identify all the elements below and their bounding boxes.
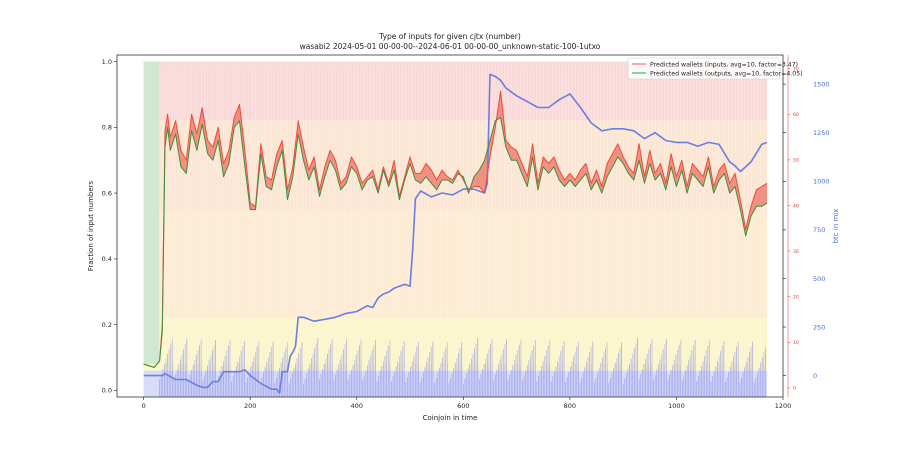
series-gap-fill xyxy=(143,91,768,368)
y2-tick-label: 1500 xyxy=(813,80,830,88)
y3-tick-label: 60 xyxy=(793,112,799,118)
x-tick-label: 0 xyxy=(142,402,146,410)
x-tick-label: 600 xyxy=(457,402,469,410)
x-axis-label: Coinjoin in time xyxy=(423,414,478,422)
y3-tick-label: 50 xyxy=(793,158,799,164)
y2-tick-label: 1000 xyxy=(813,178,830,186)
y3-tick-label: 20 xyxy=(793,294,799,300)
y-tick-label: 0.6 xyxy=(102,189,112,197)
band-start-green xyxy=(143,61,160,365)
y3-tick-label: 10 xyxy=(793,340,799,346)
x-axis-ticks: 0 200 400 600 800 1000 1200 xyxy=(142,397,792,410)
x-tick-label: 200 xyxy=(244,402,256,410)
y3-tick-label: 70 xyxy=(793,66,799,72)
y2-axis-label: btc in mix xyxy=(832,209,840,244)
x-tick-label: 1000 xyxy=(668,402,685,410)
x-tick-label: 400 xyxy=(351,402,363,410)
y2-tick-label: 0 xyxy=(813,372,817,380)
y2-tick-label: 250 xyxy=(813,323,825,331)
y-tick-label: 0.8 xyxy=(102,124,112,132)
y2-tick-label: 1250 xyxy=(813,129,830,137)
x-tick-label: 1200 xyxy=(775,402,792,410)
y-tick-label: 0.0 xyxy=(102,387,112,395)
series-line-inputs xyxy=(143,90,768,368)
band-yellow xyxy=(143,318,768,371)
band-peach xyxy=(143,209,768,319)
y2-tick-label: 500 xyxy=(813,275,825,283)
legend-label-inputs: Predicted wallets (inputs, avg=10, facto… xyxy=(650,62,798,69)
x-tick-label: 800 xyxy=(564,402,576,410)
y-tick-label: 1.0 xyxy=(102,58,112,66)
plot-frame xyxy=(116,54,784,398)
y-tick-label: 0.4 xyxy=(102,255,112,263)
chart-title: Type of inputs for given cjtx (number) xyxy=(378,32,521,41)
y-tick-label: 0.2 xyxy=(102,321,112,329)
y2-axis-ticks: 0 250 500 750 1000 1250 1500 xyxy=(783,80,830,380)
y2-tick-label: 750 xyxy=(813,226,825,234)
y-axis-ticks: 0.0 0.2 0.4 0.6 0.8 1.0 xyxy=(102,58,117,395)
legend: Predicted wallets (inputs, avg=10, facto… xyxy=(627,57,803,80)
chart-subtitle: wasabi2 2024-05-01 00-00-00--2024-06-01 … xyxy=(300,42,601,51)
legend-box xyxy=(627,57,781,80)
y-axis-label: Fraction of input numbers xyxy=(87,180,95,271)
y3-tick-label: 0 xyxy=(793,386,796,392)
legend-label-outputs: Predicted wallets (outputs, avg=10, fact… xyxy=(650,71,803,78)
series-line-btc-in-mix xyxy=(143,73,768,394)
y3-tick-label: 40 xyxy=(793,203,799,209)
band-orange xyxy=(143,120,768,210)
data-layer xyxy=(143,73,768,394)
y3-tick-label: 30 xyxy=(793,249,799,255)
y3-axis-ticks: 0 10 20 30 40 50 60 70 xyxy=(787,55,799,397)
series-line-outputs xyxy=(143,117,768,368)
stacked-background xyxy=(143,61,768,397)
